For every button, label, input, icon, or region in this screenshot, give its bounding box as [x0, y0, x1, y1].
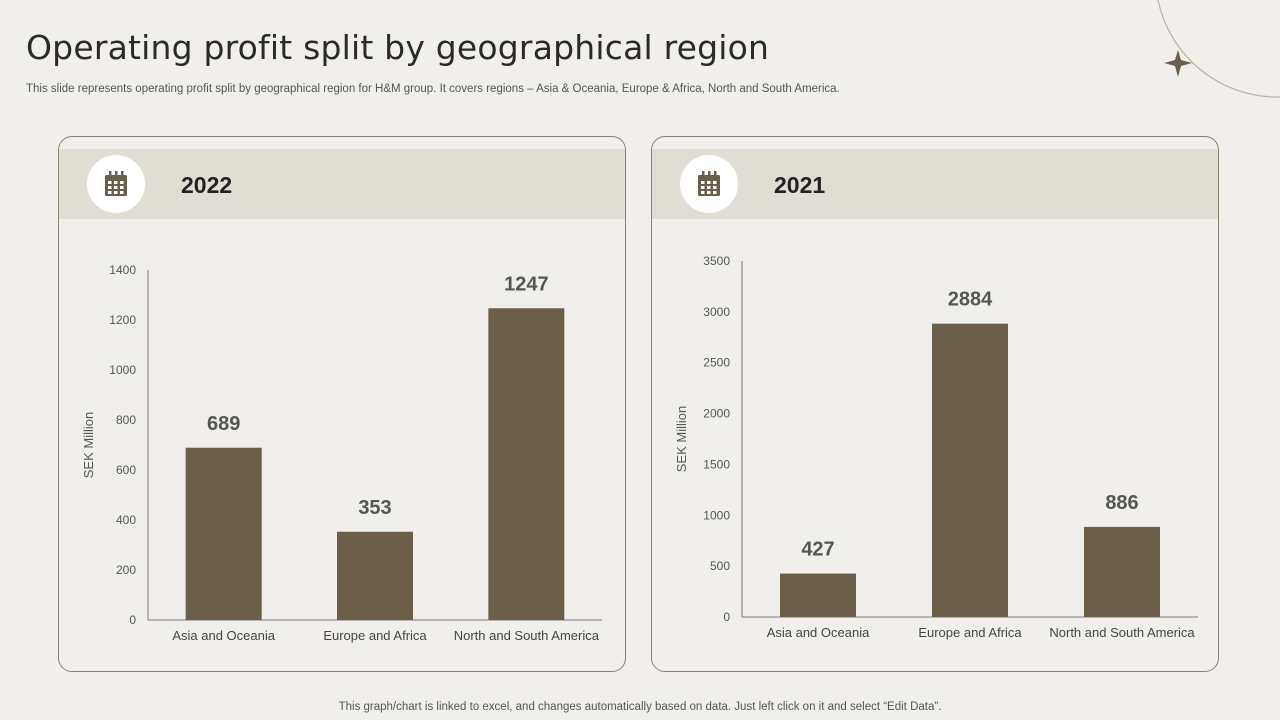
bar-chart-2022: 0 200 400 600 800 1000 1200 1400 SEK Million 689 A…: [81, 263, 602, 643]
bar-chart-2021: 0 500 1000 1500 2000 2500 3000 3500 SEK Million 4…: [674, 254, 1198, 640]
x-tick-label: Europe and Africa: [918, 625, 1022, 640]
page-subtitle: This slide represents operating profit s…: [26, 83, 840, 95]
panel-header: 2021: [652, 149, 1218, 219]
calendar-icon: [698, 171, 720, 196]
bar: [780, 573, 856, 617]
y-tick-label: 1500: [703, 457, 730, 471]
bar-value-label: 1247: [504, 273, 549, 295]
x-tick-label: North and South America: [454, 628, 600, 643]
panel-year: 2021: [774, 172, 826, 198]
bar: [1084, 526, 1160, 617]
y-tick-label: 400: [116, 513, 136, 527]
bar-value-label: 353: [358, 497, 391, 519]
decorative-arc-star: [1157, 0, 1280, 98]
y-tick-label: 1400: [109, 263, 136, 277]
y-tick-label: 1000: [703, 508, 730, 522]
y-tick-label: 3500: [703, 254, 730, 268]
y-tick-label: 0: [129, 613, 136, 627]
y-tick-label: 200: [116, 563, 136, 577]
y-tick-label: 1200: [109, 313, 136, 327]
y-tick-label: 0: [723, 610, 730, 624]
y-axis-title: SEK Million: [674, 406, 689, 472]
bar-value-label: 886: [1105, 492, 1138, 514]
calendar-icon-badge: [87, 155, 145, 213]
x-tick-label: Europe and Africa: [323, 628, 427, 643]
chart-panel-2021: 2021 0 500 1000 1500 2000 2500 3000 3500 SEK Mil…: [651, 136, 1219, 672]
y-tick-label: 2000: [703, 407, 730, 421]
x-tick-label: Asia and Oceania: [172, 628, 275, 643]
y-tick-label: 800: [116, 413, 136, 427]
sparkle-star-icon: [1164, 50, 1192, 77]
y-tick-label: 600: [116, 463, 136, 477]
x-tick-label: North and South America: [1049, 625, 1195, 640]
chart-panel-2022: 2022 0 200 400 600 800 1000 1200 1400 SEK Millio…: [58, 136, 626, 672]
bar: [337, 531, 413, 620]
y-tick-label: 3000: [703, 305, 730, 319]
panel-year: 2022: [181, 172, 233, 198]
bar: [488, 308, 565, 620]
page-title: Operating profit split by geographical r…: [26, 28, 770, 67]
footer-note: This graph/chart is linked to excel, and…: [338, 701, 942, 713]
calendar-icon-badge: [680, 155, 738, 213]
calendar-icon: [105, 171, 127, 196]
bar-value-label: 427: [801, 539, 834, 561]
bar: [185, 447, 262, 620]
bar-value-label: 689: [207, 413, 240, 435]
y-tick-label: 2500: [703, 356, 730, 370]
y-tick-label: 500: [710, 559, 730, 573]
bar: [932, 323, 1008, 617]
bar-value-label: 2884: [948, 289, 993, 311]
y-tick-label: 1000: [109, 363, 136, 377]
panel-header: 2022: [59, 149, 625, 219]
x-tick-label: Asia and Oceania: [767, 625, 870, 640]
y-axis-title: SEK Million: [81, 412, 96, 478]
